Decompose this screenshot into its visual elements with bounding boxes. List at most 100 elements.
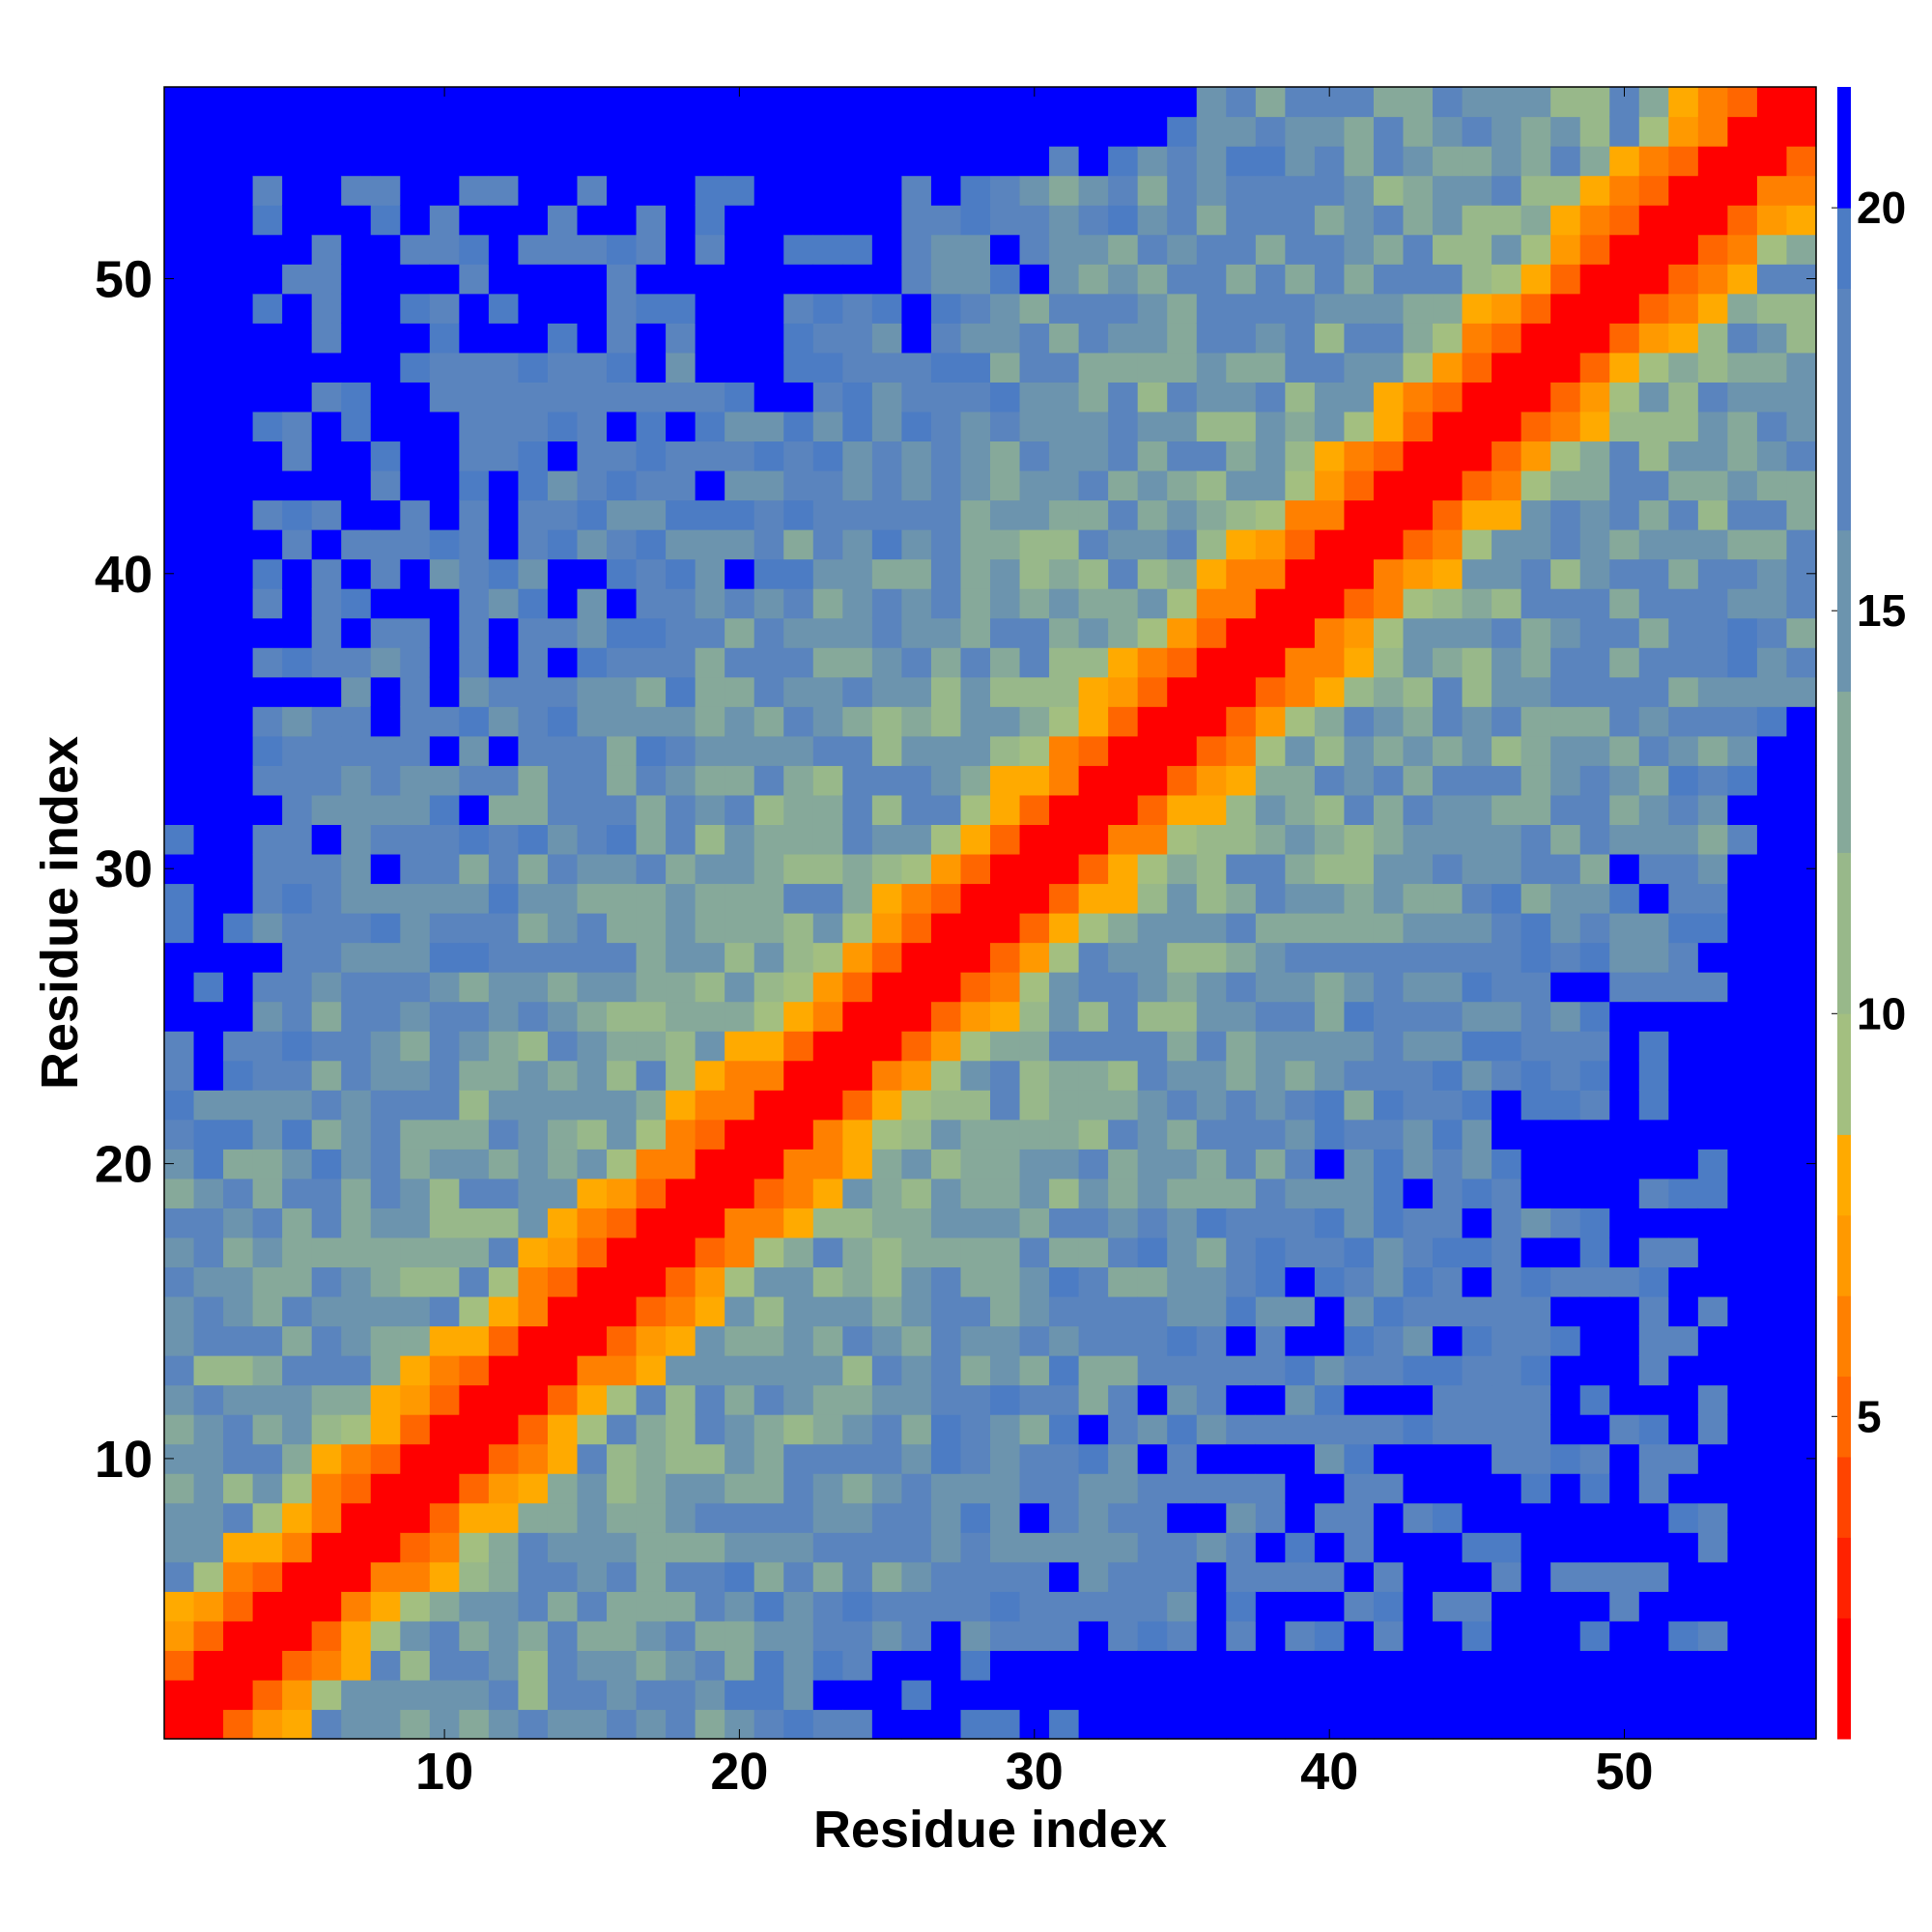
heatmap-cell xyxy=(695,205,725,236)
heatmap-cell xyxy=(1579,647,1610,678)
heatmap-cell xyxy=(636,1001,667,1032)
heatmap-cell xyxy=(429,382,460,412)
heatmap-cell xyxy=(1226,116,1257,147)
heatmap-cell xyxy=(783,499,814,530)
heatmap-cell xyxy=(1668,234,1699,265)
heatmap-cell xyxy=(1638,1532,1669,1563)
heatmap-cell xyxy=(1255,1149,1286,1179)
heatmap-cell xyxy=(930,1561,962,1592)
heatmap-cell xyxy=(1520,1208,1551,1238)
heatmap-cell xyxy=(193,499,224,530)
heatmap-cell xyxy=(842,382,873,412)
heatmap-cell xyxy=(1226,1591,1257,1622)
heatmap-cell xyxy=(1196,1679,1227,1711)
heatmap-cell xyxy=(1697,1149,1728,1179)
heatmap-cell xyxy=(930,1295,962,1327)
heatmap-cell xyxy=(252,1295,283,1327)
heatmap-cell xyxy=(282,706,313,737)
heatmap-cell xyxy=(1344,1149,1375,1179)
heatmap-cell xyxy=(1668,1532,1699,1563)
heatmap-cell xyxy=(666,1208,696,1238)
heatmap-cell xyxy=(459,87,490,118)
heatmap-cell xyxy=(1108,1325,1139,1356)
heatmap-cell xyxy=(1756,323,1788,354)
heatmap-cell xyxy=(1579,676,1610,707)
heatmap-cell xyxy=(1373,293,1405,324)
heatmap-cell xyxy=(193,1532,224,1563)
heatmap-cell xyxy=(1492,824,1522,855)
heatmap-cell xyxy=(1727,617,1758,648)
heatmap-cell xyxy=(1167,1532,1198,1563)
heatmap-cell xyxy=(1344,765,1375,796)
heatmap-cell xyxy=(341,972,372,1003)
heatmap-cell xyxy=(871,1591,902,1622)
heatmap-cell xyxy=(1167,853,1198,885)
heatmap-cell xyxy=(1727,440,1758,471)
heatmap-cell xyxy=(1403,853,1434,885)
heatmap-cell xyxy=(901,706,932,737)
heatmap-cell xyxy=(282,1266,313,1297)
heatmap-cell xyxy=(1609,1031,1640,1062)
heatmap-cell xyxy=(193,647,224,678)
heatmap-cell xyxy=(311,1325,342,1356)
heatmap-cell xyxy=(518,1001,549,1032)
heatmap-cell xyxy=(488,1119,520,1150)
heatmap-cell xyxy=(1727,146,1758,177)
heatmap-cell xyxy=(871,1060,902,1091)
heatmap-cell xyxy=(252,499,283,530)
heatmap-cell xyxy=(1786,205,1817,236)
heatmap-cell xyxy=(1373,352,1405,383)
heatmap-cell xyxy=(488,617,520,648)
heatmap-cell xyxy=(1137,1266,1168,1297)
heatmap-cell xyxy=(518,617,549,648)
heatmap-cell xyxy=(1167,1266,1198,1297)
heatmap-cell xyxy=(1137,440,1168,471)
heatmap-cell xyxy=(1786,735,1817,766)
heatmap-cell xyxy=(901,676,932,707)
heatmap-cell xyxy=(1462,1591,1492,1622)
heatmap-cell xyxy=(164,765,195,796)
heatmap-cell xyxy=(223,469,254,501)
heatmap-cell xyxy=(1492,647,1522,678)
heatmap-cell xyxy=(1344,942,1375,973)
heatmap-cell xyxy=(636,146,667,177)
heatmap-cell xyxy=(607,1414,638,1445)
heatmap-cell xyxy=(282,205,313,236)
heatmap-cell xyxy=(783,205,814,236)
heatmap-cell xyxy=(400,1502,431,1533)
heatmap-cell xyxy=(1344,1532,1375,1563)
heatmap-cell xyxy=(252,853,283,885)
heatmap-cell xyxy=(370,1443,401,1474)
heatmap-cell xyxy=(1433,1060,1463,1091)
heatmap-cell xyxy=(1638,1149,1669,1179)
heatmap-cell xyxy=(223,1561,254,1592)
heatmap-cell xyxy=(930,1473,962,1504)
heatmap-cell xyxy=(871,883,902,914)
heatmap-cell xyxy=(695,617,725,648)
heatmap-cell xyxy=(1756,588,1788,619)
heatmap-cell xyxy=(1019,1060,1050,1091)
heatmap-cell xyxy=(1019,1208,1050,1238)
heatmap-cell xyxy=(1579,1561,1610,1592)
heatmap-cell xyxy=(1520,1502,1551,1533)
y-tick-label: 20 xyxy=(95,1136,153,1194)
heatmap-cell xyxy=(666,146,696,177)
heatmap-cell xyxy=(812,647,843,678)
heatmap-cell xyxy=(990,1119,1021,1150)
heatmap-cell xyxy=(901,1060,932,1091)
heatmap-cell xyxy=(901,1149,932,1179)
heatmap-cell xyxy=(518,558,549,589)
heatmap-cell xyxy=(783,1031,814,1062)
heatmap-cell xyxy=(311,794,342,825)
heatmap-cell xyxy=(370,87,401,118)
heatmap-cell xyxy=(164,1060,195,1091)
heatmap-cell xyxy=(1727,116,1758,147)
heatmap-cell xyxy=(459,913,490,944)
heatmap-cell xyxy=(1433,1532,1463,1563)
heatmap-cell xyxy=(1697,1532,1728,1563)
heatmap-cell xyxy=(577,1384,608,1415)
heatmap-cell xyxy=(930,1709,962,1740)
heatmap-cell xyxy=(341,1679,372,1711)
heatmap-cell xyxy=(488,1149,520,1179)
